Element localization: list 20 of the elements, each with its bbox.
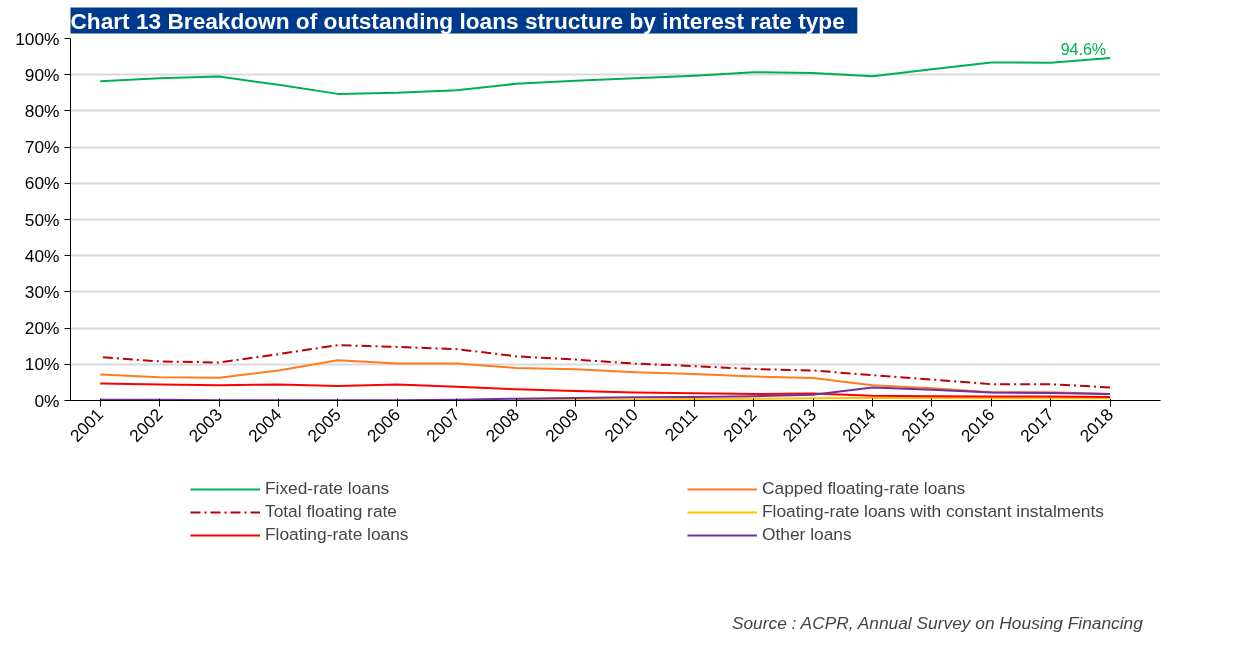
- source-note: Source : ACPR, Annual Survey on Housing Financing: [731, 612, 1144, 633]
- chart-title: Chart 13 Breakdown of outstanding loans structure by interest rate type: [70, 7, 845, 34]
- legend-label: Total floating rate: [265, 501, 398, 522]
- legend-label: Fixed-rate loans: [265, 478, 391, 499]
- y-tick-label: 60%: [24, 173, 60, 194]
- y-tick-label: 30%: [24, 281, 60, 302]
- y-tick-label: 10%: [24, 354, 60, 375]
- y-tick-label: 40%: [24, 245, 60, 266]
- data-label: 94.6%: [1060, 41, 1107, 59]
- legend-label: Other loans: [762, 524, 853, 545]
- legend-label: Capped floating-rate loans: [762, 478, 967, 499]
- y-tick-label: 70%: [24, 137, 60, 158]
- y-tick-label: 80%: [24, 100, 60, 121]
- y-tick-label: 0%: [34, 390, 60, 411]
- legend-label: Floating-rate loans with constant instalments: [762, 501, 1105, 522]
- y-tick-label: 20%: [24, 318, 60, 339]
- legend-label: Floating-rate loans: [265, 524, 410, 545]
- y-tick-label: 90%: [24, 64, 60, 85]
- y-tick-label: 100%: [15, 28, 60, 49]
- y-tick-label: 50%: [24, 209, 60, 230]
